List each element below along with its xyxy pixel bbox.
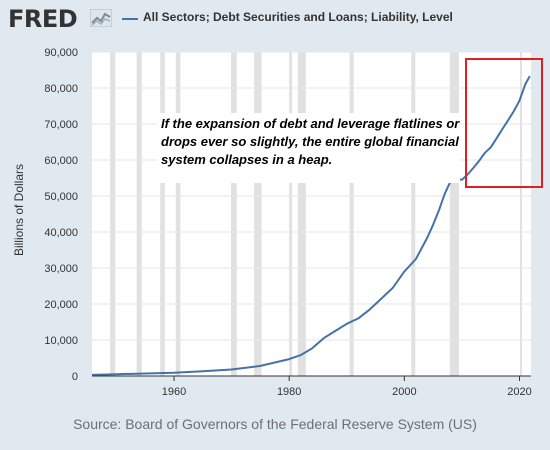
recession-band-1 <box>136 52 142 376</box>
x-tick-label: 1960 <box>162 386 186 398</box>
y-tick-label: 30,000 <box>44 263 78 275</box>
highlight-box <box>465 58 543 188</box>
x-axis-ticks: 1960 1980 2000 2020 <box>162 376 532 398</box>
series-lines <box>91 75 531 376</box>
recession-band-3 <box>175 52 181 376</box>
recession-band-9 <box>411 52 416 376</box>
line-chart: 0 10,000 20,000 30,000 40,000 50,000 60,000 70,… <box>44 47 543 398</box>
recession-band-11 <box>520 52 523 376</box>
chart-line-icon <box>90 9 112 27</box>
recession-band-5 <box>254 52 262 376</box>
y-tick-label: 0 <box>72 371 78 383</box>
y-tick-label: 70,000 <box>44 119 78 131</box>
y-tick-label: 80,000 <box>44 83 78 95</box>
fred-logo[interactable]: FRED <box>8 5 78 33</box>
y-axis-ticks: 0 10,000 20,000 30,000 40,000 50,000 60,000 70,… <box>44 47 78 383</box>
recession-shading <box>110 52 523 376</box>
recession-band-7 <box>297 52 306 376</box>
recession-band-8 <box>349 52 354 376</box>
x-tick-label: 1980 <box>277 386 301 398</box>
y-tick-label: 40,000 <box>44 227 78 239</box>
y-tick-label: 90,000 <box>44 47 78 59</box>
legend-line-swatch <box>122 18 138 20</box>
source-note: Source: Board of Governors of the Federa… <box>73 416 477 432</box>
y-tick-label: 10,000 <box>44 335 78 347</box>
x-tick-label: 2000 <box>392 386 416 398</box>
series-line-0[interactable] <box>91 75 531 376</box>
recession-band-0 <box>110 52 116 376</box>
y-tick-label: 20,000 <box>44 299 78 311</box>
recession-band-4 <box>231 52 237 376</box>
annotation-background <box>157 113 460 183</box>
legend-label[interactable]: All Sectors; Debt Securities and Loans; … <box>143 10 453 24</box>
recession-band-6 <box>289 52 293 376</box>
y-tick-label: 50,000 <box>44 191 78 203</box>
recession-band-10 <box>449 52 460 376</box>
recession-band-2 <box>160 52 165 376</box>
y-tick-label: 60,000 <box>44 155 78 167</box>
annotation-text: If the expansion of debt and leverage fl… <box>161 116 460 167</box>
header: FRED All Sectors; Debt Securities and Lo… <box>0 0 550 38</box>
x-tick-label: 2020 <box>507 386 531 398</box>
